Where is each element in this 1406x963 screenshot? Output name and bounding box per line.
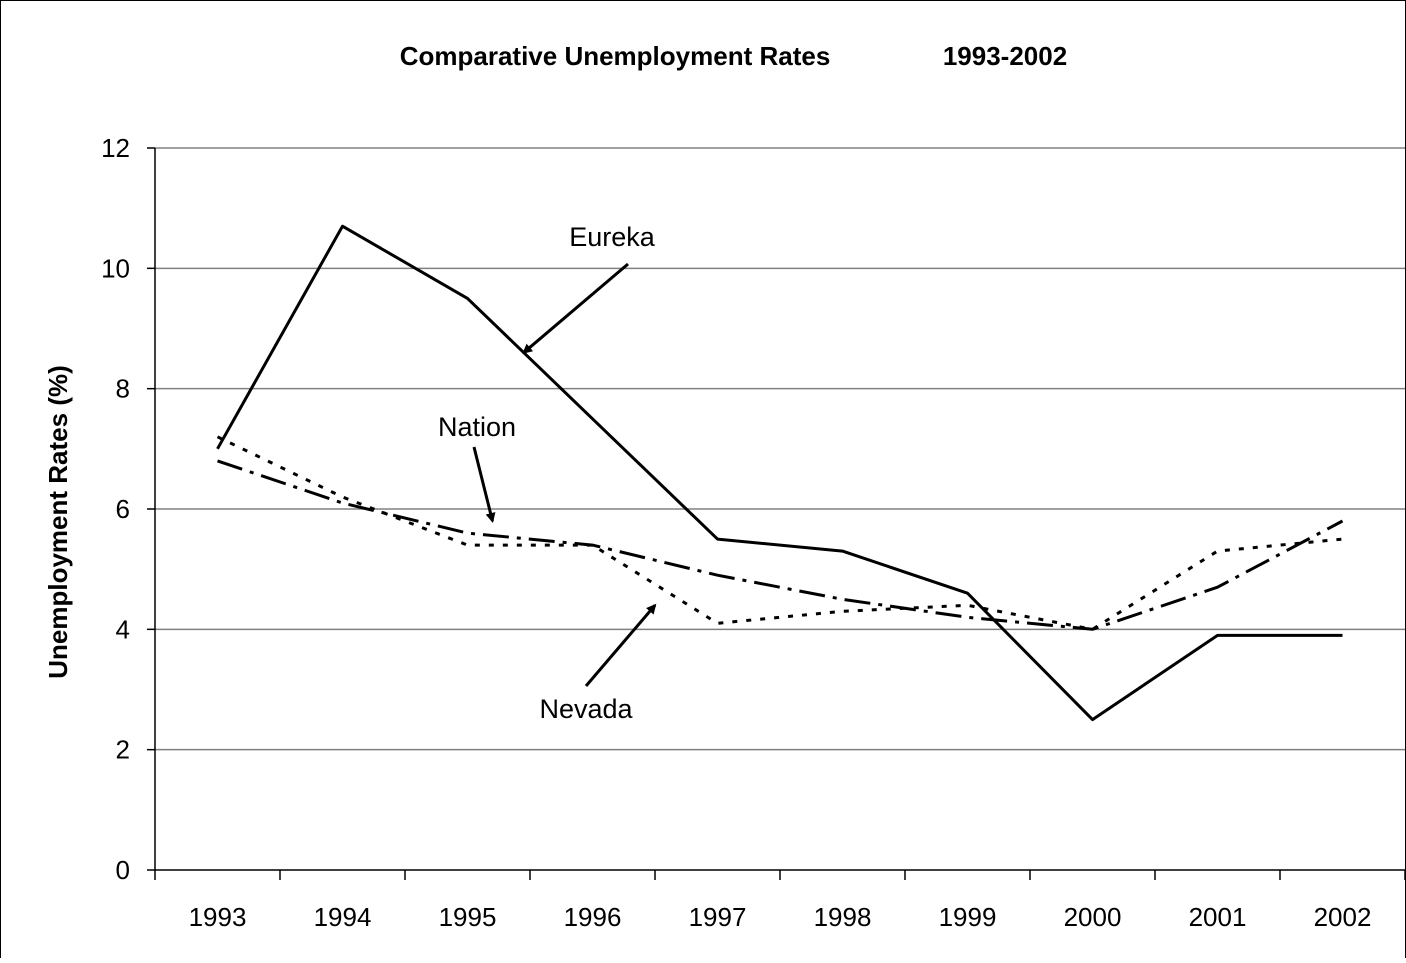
y-tick-label: 12 <box>101 133 130 163</box>
annotation-label-nevada: Nevada <box>539 694 633 724</box>
y-tick-labels: 0 2 4 6 8 10 12 <box>101 133 130 885</box>
y-tick-label: 6 <box>116 494 130 524</box>
series-line-nation <box>217 459 1344 631</box>
y-axis-label: Unemployment Rates (%) <box>43 365 73 679</box>
chart-title-years: 1993-2002 <box>943 41 1067 71</box>
x-tick-label: 2001 <box>1189 902 1247 932</box>
x-tick-label: 1994 <box>314 902 372 932</box>
annotation-arrow-nevada <box>584 603 657 687</box>
series-line-nevada <box>216 435 1343 631</box>
y-tick-label: 0 <box>116 855 130 885</box>
x-tick-label: 1995 <box>439 902 497 932</box>
x-tick-label: 1993 <box>189 902 247 932</box>
y-tick-label: 8 <box>116 374 130 404</box>
annotation-arrow-nation <box>472 446 496 523</box>
annotations: Eureka Nation Nevada <box>438 222 657 724</box>
x-tick-label: 1996 <box>564 902 622 932</box>
axes <box>147 147 1406 880</box>
x-tick-label: 2002 <box>1314 902 1372 932</box>
x-tick-labels: 1993 1994 1995 1996 1997 1998 1999 2000 2001 2002 <box>189 902 1372 932</box>
y-tick-label: 2 <box>116 735 130 765</box>
series-line-eureka <box>216 224 1343 722</box>
series-lines <box>216 224 1344 722</box>
y-tick-label: 4 <box>116 614 130 644</box>
y-tick-label: 10 <box>101 253 130 283</box>
annotation-label-nation: Nation <box>438 412 516 442</box>
annotation-arrow-eureka <box>522 262 629 354</box>
chart-title: Comparative Unemployment Rates <box>400 41 831 71</box>
annotation-label-eureka: Eureka <box>569 222 656 252</box>
x-tick-label: 1998 <box>814 902 872 932</box>
x-tick-label: 1997 <box>689 902 747 932</box>
x-tick-label: 1999 <box>939 902 997 932</box>
x-tick-label: 2000 <box>1064 902 1122 932</box>
